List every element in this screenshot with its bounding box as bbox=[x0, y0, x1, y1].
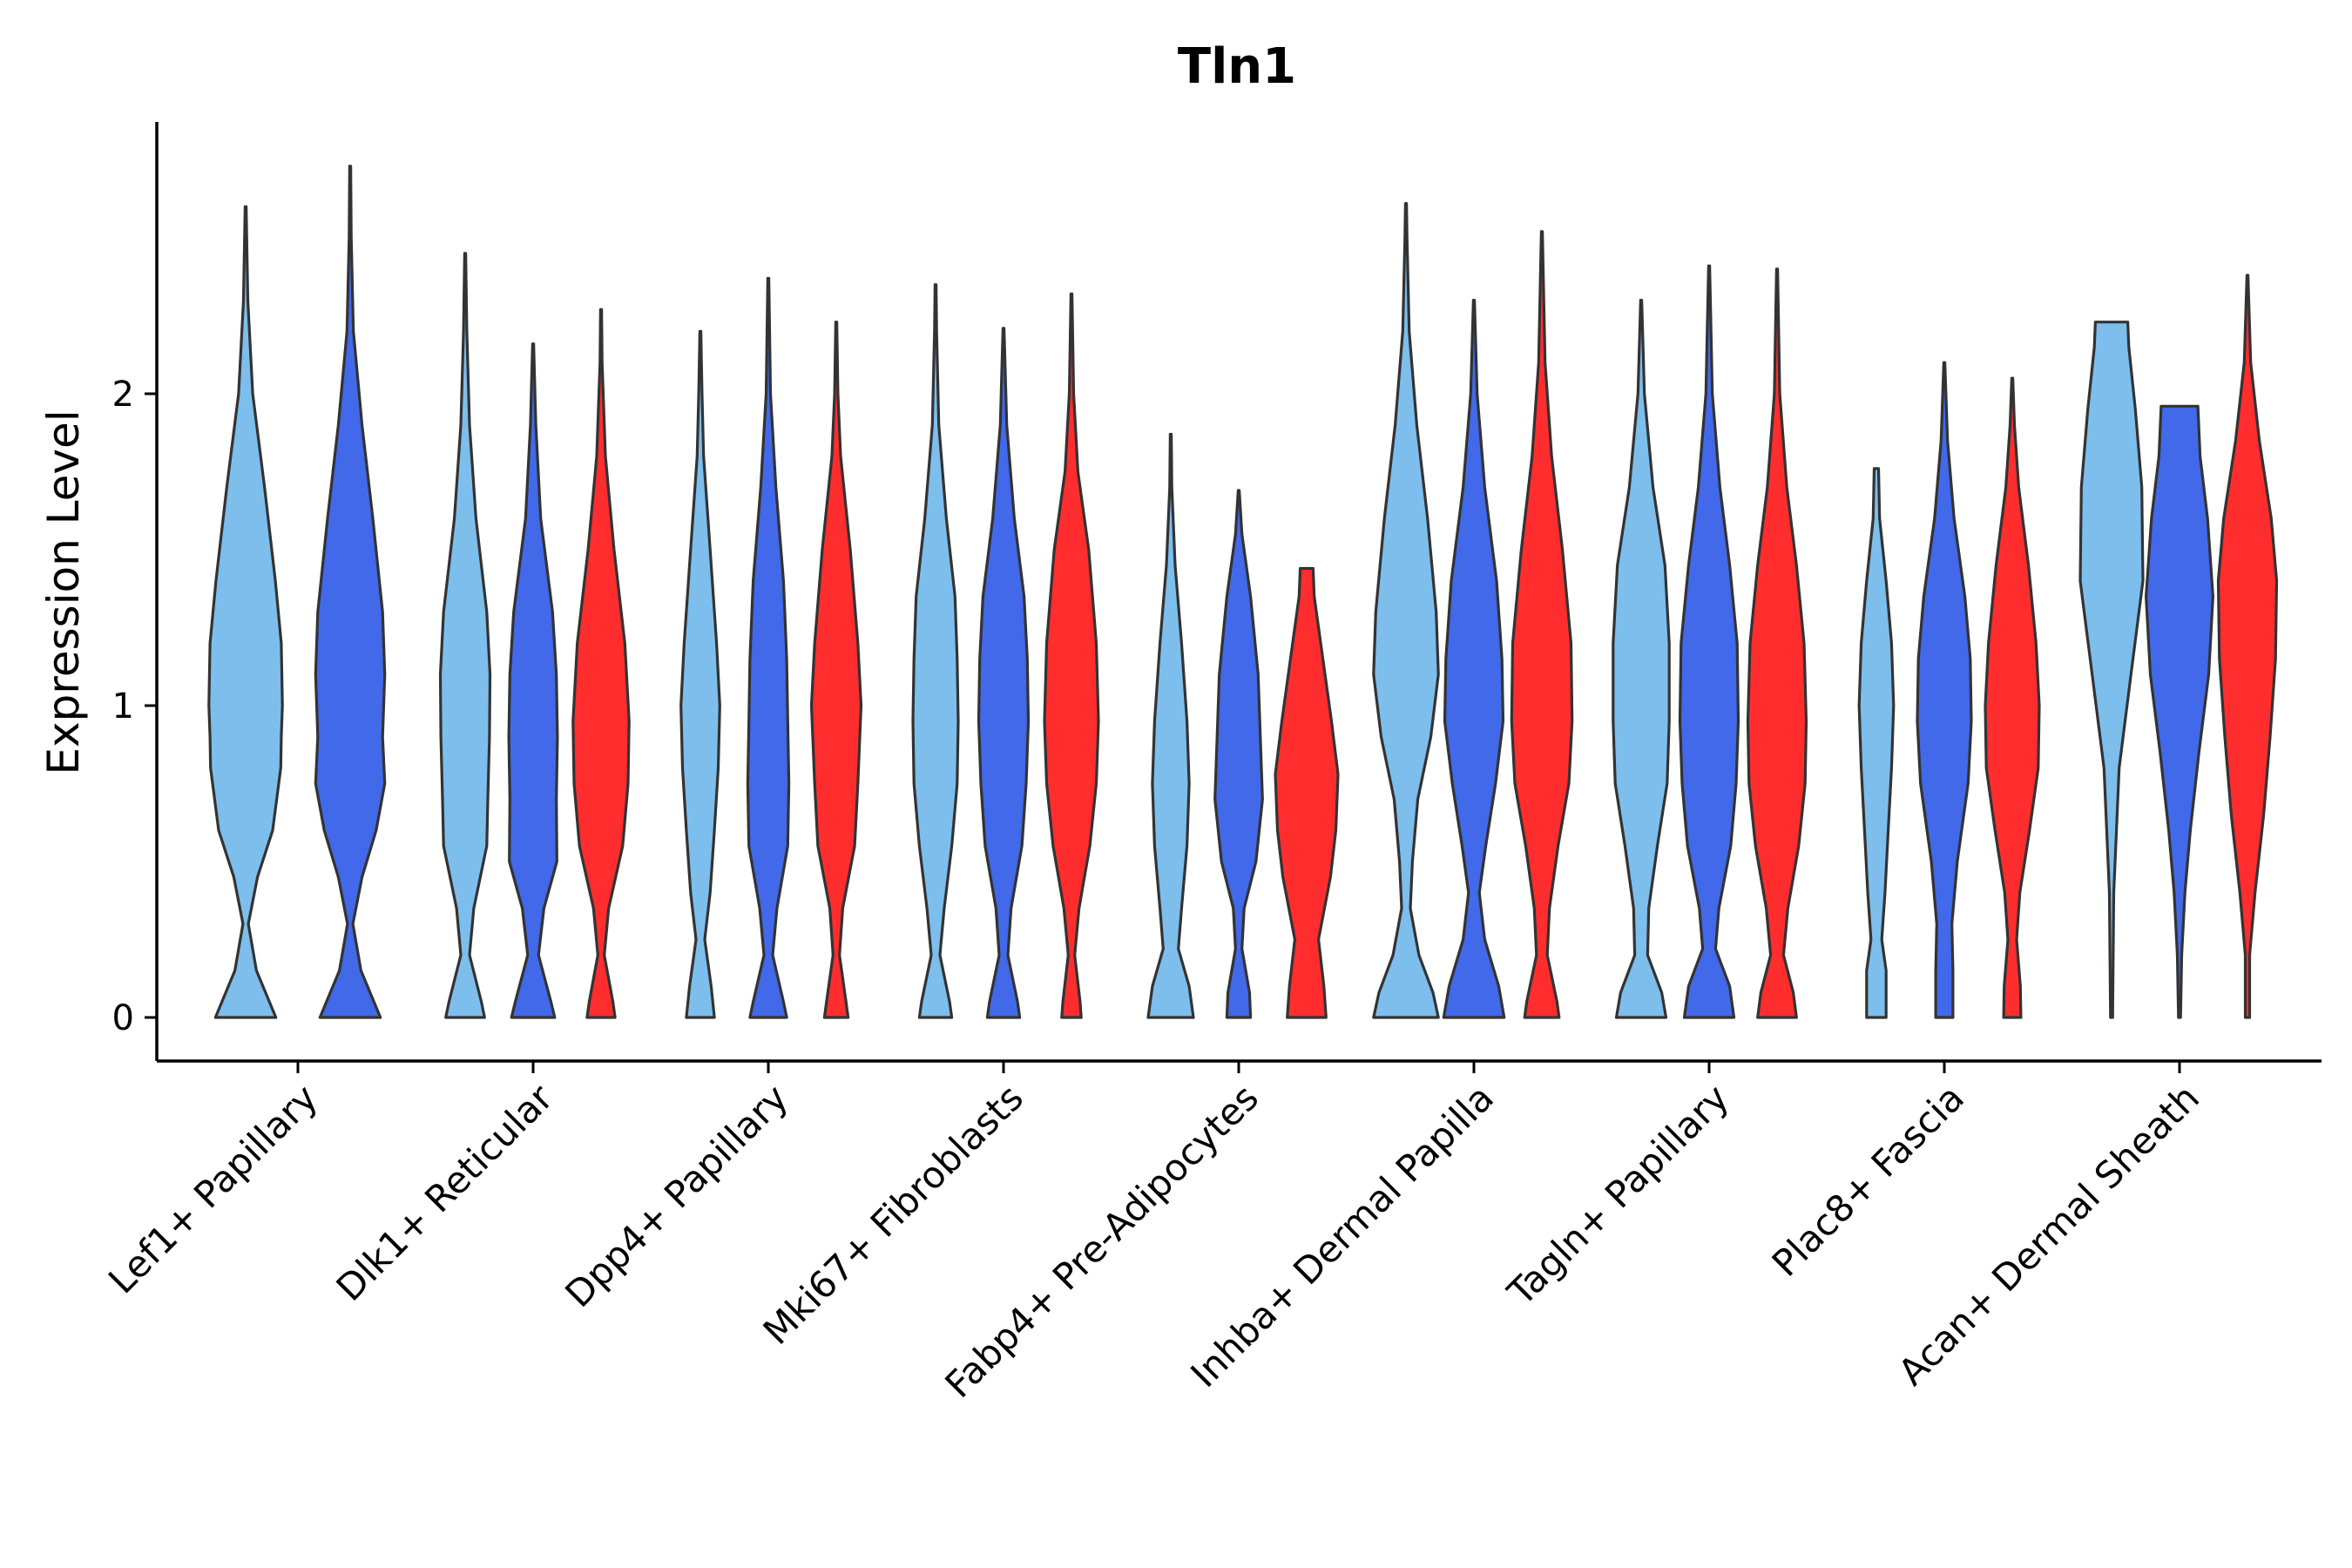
y-axis-label: Expression Level bbox=[38, 409, 89, 774]
violin-9-group_c bbox=[2216, 274, 2279, 1019]
x-tick-label: Dpp4+ Papillary bbox=[557, 1076, 796, 1315]
violin-4-group_c bbox=[1043, 292, 1100, 1019]
chart-title: Tln1 bbox=[1178, 38, 1296, 95]
violin-2-group_a bbox=[438, 252, 492, 1019]
violin-4-group_b bbox=[977, 327, 1031, 1019]
violin-8-group_a bbox=[1857, 467, 1896, 1019]
violin-layer bbox=[207, 165, 2279, 1019]
violin-6-group_a bbox=[1372, 202, 1440, 1019]
violin-9-group_b bbox=[2145, 404, 2214, 1019]
violin-6-group_b bbox=[1442, 299, 1506, 1019]
violin-7-group_c bbox=[1746, 267, 1808, 1019]
violin-7-group_b bbox=[1678, 264, 1740, 1019]
violin-5-group_a bbox=[1146, 432, 1195, 1019]
violin-8-group_b bbox=[1916, 361, 1973, 1019]
violin-2-group_c bbox=[571, 308, 631, 1019]
x-tick-label: Dlk1+ Reticular bbox=[328, 1076, 562, 1309]
violin-3-group_c bbox=[809, 321, 863, 1019]
violin-3-group_b bbox=[746, 276, 791, 1019]
violin-1-group_a bbox=[207, 205, 284, 1019]
y-tick-label: 1 bbox=[112, 686, 134, 727]
x-tick-label: Tagln+ Papillary bbox=[1499, 1076, 1737, 1314]
y-tick-label: 2 bbox=[112, 375, 134, 415]
violin-7-group_a bbox=[1612, 299, 1671, 1019]
violin-6-group_c bbox=[1510, 230, 1574, 1019]
x-tick-label: Lef1+ Papillary bbox=[100, 1076, 326, 1301]
violin-4-group_a bbox=[911, 283, 960, 1019]
x-tick-label: Mki67+ Fibroblasts bbox=[755, 1076, 1031, 1352]
violin-8-group_c bbox=[1984, 376, 2041, 1019]
violin-5-group_c bbox=[1274, 566, 1340, 1019]
x-tick-label: Plac8+ Fascia bbox=[1764, 1076, 1972, 1284]
y-tick-label: 0 bbox=[112, 998, 134, 1038]
violin-3-group_a bbox=[679, 329, 721, 1019]
violin-2-group_b bbox=[507, 342, 559, 1019]
violin-5-group_b bbox=[1213, 489, 1264, 1019]
violin-9-group_a bbox=[2078, 321, 2145, 1019]
violin-1-group_b bbox=[314, 165, 387, 1019]
